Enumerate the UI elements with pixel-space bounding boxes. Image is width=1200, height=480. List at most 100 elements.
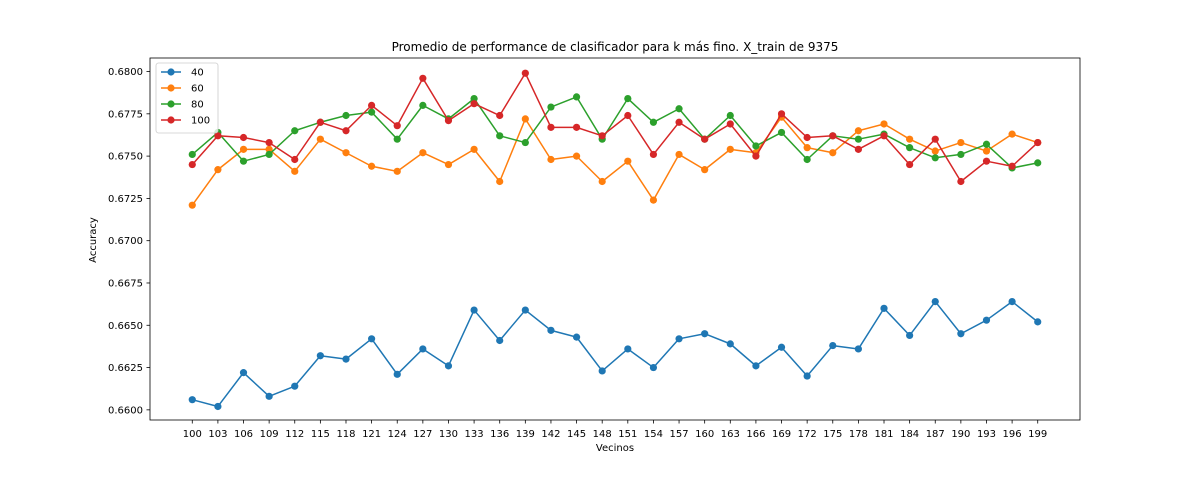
data-point-80 [803, 155, 811, 164]
data-point-40 [649, 363, 658, 372]
x-tick-label: 118 [336, 429, 355, 440]
series-line-60 [191, 116, 1038, 206]
data-point-100 [1008, 162, 1016, 170]
data-point-100 [572, 123, 581, 131]
data-point-80 [1034, 159, 1042, 167]
data-point-60 [572, 152, 581, 160]
data-point-100 [342, 127, 350, 135]
x-tick-label: 172 [798, 429, 817, 440]
x-tick-label: 199 [1028, 429, 1047, 440]
data-point-60 [726, 145, 734, 153]
data-point-40 [777, 343, 786, 351]
data-point-100 [624, 111, 632, 120]
data-point-40 [982, 316, 991, 324]
series-layer [188, 69, 1042, 411]
legend-item-100: 100 [161, 116, 210, 127]
x-tick-label: 163 [721, 429, 740, 440]
data-point-100 [906, 160, 914, 169]
data-point-40 [444, 362, 453, 370]
data-point-60 [419, 149, 427, 157]
data-point-80 [239, 157, 248, 165]
data-point-80 [188, 150, 196, 159]
data-point-100 [880, 132, 888, 140]
x-tick-label: 169 [772, 429, 791, 440]
data-point-60 [906, 135, 914, 143]
data-point-60 [342, 149, 350, 157]
data-point-40 [675, 335, 683, 343]
data-point-40 [239, 369, 248, 377]
data-point-80 [957, 150, 965, 159]
x-tick-label: 196 [1003, 429, 1022, 440]
data-point-60 [470, 145, 478, 153]
data-point-80 [854, 135, 862, 143]
data-point-60 [239, 145, 248, 153]
data-point-80 [419, 101, 427, 109]
y-tick-label: 0.6600 [108, 405, 143, 416]
data-point-100 [316, 118, 324, 126]
data-point-40 [803, 372, 811, 380]
data-point-100 [239, 133, 248, 142]
x-tick-label: 181 [874, 429, 893, 440]
data-point-80 [777, 128, 786, 137]
data-point-100 [598, 132, 606, 140]
data-point-60 [188, 201, 196, 209]
data-point-80 [675, 105, 683, 113]
data-point-60 [624, 157, 632, 165]
legend-item-80: 80 [161, 100, 204, 111]
series-line-100 [191, 72, 1039, 183]
data-point-100 [521, 69, 529, 77]
data-point-40 [829, 341, 837, 350]
data-point-40 [368, 335, 376, 343]
series-line-80 [191, 96, 1038, 169]
data-point-60 [496, 177, 504, 186]
y-axis: 0.6600 0.6625 0.6650 0.6675 0.6700 0.6725 0.67… [108, 67, 150, 416]
y-tick-label: 0.6700 [108, 236, 143, 247]
data-point-60 [1008, 130, 1016, 138]
data-point-60 [444, 160, 453, 169]
data-point-100 [752, 152, 760, 160]
data-point-100 [265, 138, 273, 147]
data-point-60 [214, 166, 222, 174]
plot-frame [149, 57, 1081, 421]
x-tick-label: 133 [465, 429, 484, 440]
legend: 40 60 80 100 [155, 62, 219, 134]
data-point-80 [906, 144, 914, 152]
data-point-40 [521, 306, 529, 314]
data-point-40 [547, 326, 555, 334]
data-point-60 [393, 167, 401, 175]
legend-box [155, 62, 219, 134]
x-tick-label: 178 [849, 429, 868, 440]
data-point-80 [547, 103, 555, 111]
data-point-100 [419, 74, 427, 82]
series-40 [188, 297, 1042, 411]
data-point-80 [726, 111, 734, 120]
data-point-100 [957, 177, 965, 186]
data-point-100 [368, 101, 376, 109]
data-point-40 [906, 331, 914, 340]
data-point-100 [854, 145, 862, 153]
data-point-60 [880, 120, 888, 128]
x-tick-label: 154 [644, 429, 663, 440]
data-point-40 [419, 345, 427, 353]
data-point-80 [521, 138, 529, 147]
y-tick-label: 0.6800 [108, 67, 143, 78]
x-tick-label: 139 [516, 429, 535, 440]
data-point-100 [547, 123, 555, 131]
data-point-80 [368, 108, 376, 116]
data-point-80 [649, 118, 658, 126]
legend-marker [167, 116, 175, 124]
data-point-40 [598, 367, 606, 375]
data-point-100 [675, 118, 683, 126]
data-point-80 [265, 150, 273, 159]
data-point-40 [188, 396, 196, 404]
data-point-40 [1008, 297, 1016, 306]
x-tick-label: 103 [208, 429, 227, 440]
data-point-40 [214, 402, 222, 411]
data-point-80 [931, 154, 939, 162]
x-tick-label: 112 [285, 429, 304, 440]
x-tick-label: 121 [362, 429, 381, 440]
data-point-60 [701, 166, 709, 174]
data-point-100 [188, 160, 196, 169]
x-tick-label: 142 [541, 429, 560, 440]
